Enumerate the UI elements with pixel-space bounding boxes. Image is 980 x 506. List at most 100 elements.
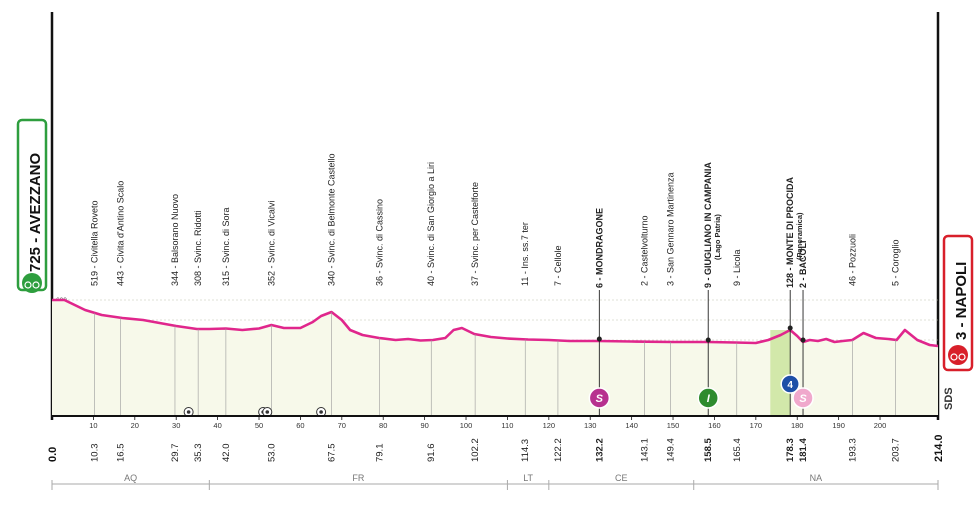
km-label: 35.3: [193, 444, 204, 463]
km-label: 193.3: [847, 438, 858, 462]
bike-icon: [948, 345, 968, 365]
profile-area: [52, 300, 938, 416]
place-label: 308 - Svinc. Ridotti: [193, 210, 203, 286]
place-sublabel: (Panoramica): [795, 212, 804, 260]
place-label: 46 - Pozzuoli: [847, 234, 857, 286]
x-tick-label: 160: [708, 421, 721, 430]
place-label: 36 - Svinc. di Cassino: [374, 199, 384, 286]
km-label: 53.0: [266, 444, 277, 463]
km-label: 165.4: [732, 438, 743, 462]
sprint-marker-letter: I: [707, 393, 711, 405]
climb-highlight: [770, 330, 791, 416]
place-label: 5 - Coroglio: [890, 239, 900, 286]
bike-icon-wheel: [958, 353, 966, 361]
place-label: 2 - Castelvolturno: [639, 215, 649, 286]
place-label: 519 - Civitella Roveto: [90, 200, 100, 286]
x-tick-label: 130: [584, 421, 597, 430]
start-km-label: 0.0: [47, 447, 59, 462]
finish-badge: 3 - NAPOLI: [942, 234, 974, 372]
place-dot: [705, 337, 711, 343]
bike-icon-wheel: [24, 281, 32, 289]
place-dot: [800, 337, 806, 343]
km-label: 91.6: [426, 444, 437, 463]
x-tick-label: 80: [379, 421, 387, 430]
km-label: 114.3: [520, 439, 531, 462]
x-tick-label: 40: [213, 421, 221, 430]
place-label: 40 - Svinc. di San Giorgio a Liri: [426, 162, 436, 286]
x-tick-label: 70: [338, 421, 346, 430]
finish-town-label: 3 - NAPOLI: [953, 262, 970, 340]
x-tick-label: 30: [172, 421, 180, 430]
start-badge: 725 - AVEZZANO: [16, 118, 48, 293]
km-label: 79.1: [374, 444, 385, 463]
km-label: 181.4: [798, 438, 809, 462]
x-tick-label: 200: [874, 421, 887, 430]
sprint-marker-letter: S: [596, 393, 604, 405]
place-label: 443 - Civita d'Antino Scalo: [115, 181, 125, 286]
x-tick-label: 150: [667, 421, 680, 430]
km-label: 16.5: [115, 444, 126, 463]
x-tick-label: 140: [625, 421, 638, 430]
place-label: 340 - Svinc. di Belmonte Castello: [326, 153, 336, 286]
x-tick-label: 180: [791, 421, 804, 430]
km-label: 10.3: [90, 444, 101, 463]
bike-icon-wheel: [32, 281, 40, 289]
x-tick-label: 110: [501, 421, 513, 430]
x-tick-label: 20: [131, 421, 139, 430]
km-label: 149.4: [666, 438, 677, 462]
finish-km-label: 214.0: [933, 434, 945, 462]
start-town-label: 725 - AVEZZANO: [27, 152, 44, 272]
km-label: 29.7: [170, 444, 181, 463]
x-tick-label: 120: [543, 421, 556, 430]
x-tick-label: 50: [255, 421, 263, 430]
km-label: 178.3: [785, 438, 796, 462]
x-tick-label: 90: [420, 421, 428, 430]
sprint-marker: [792, 387, 814, 409]
bike-icon-wheel: [950, 353, 958, 361]
place-label: 2 - BACOLI: [798, 240, 808, 288]
place-label: 37 - Svinc. per Castelforte: [470, 182, 480, 286]
x-tick-label: 60: [296, 421, 304, 430]
region-label: LT: [523, 473, 533, 483]
place-label: 344 - Balsorano Nuovo: [170, 194, 180, 286]
sds-logo: SDS: [943, 387, 955, 410]
place-sublabel: (Lago Patria): [713, 214, 722, 260]
place-label: 352 - Svinc. di Vicalvi: [266, 201, 276, 286]
x-tick-label: 190: [832, 421, 845, 430]
place-dot: [596, 336, 602, 342]
km-label: 132.2: [594, 438, 605, 462]
km-label: 122.2: [553, 438, 564, 462]
place-label: 315 - Svinc. di Sora: [221, 207, 231, 286]
sprint-marker-letter: S: [799, 393, 807, 405]
km-label: 203.7: [890, 438, 901, 462]
level-crossing-icon-dot: [186, 410, 191, 414]
region-label: AQ: [124, 473, 137, 483]
place-label: 128 - MONTE DI PROCIDA: [785, 176, 795, 288]
x-tick-label: 10: [89, 421, 97, 430]
sprint-marker: [697, 387, 719, 409]
km-label: 158.5: [703, 438, 714, 462]
bike-icon: [22, 273, 42, 293]
place-dot: [787, 325, 793, 331]
finish-badge-frame: [942, 234, 974, 372]
km-label: 42.0: [221, 444, 232, 463]
km-label: 143.1: [639, 438, 650, 462]
x-tick-label: 170: [750, 421, 763, 430]
place-label: 9 - GIUGLIANO IN CAMPANIA: [703, 162, 713, 288]
km-label: 102.2: [470, 438, 481, 462]
place-label: 9 - Licola: [732, 249, 742, 286]
kom-category: 4: [787, 380, 793, 391]
region-label: FR: [352, 473, 364, 483]
place-label: 6 - MONDRAGONE: [594, 208, 604, 288]
km-label: 67.5: [326, 444, 337, 463]
sprint-marker: [588, 387, 611, 409]
place-label: 7 - Cellole: [553, 245, 563, 286]
level-crossing-icon-dot: [319, 410, 323, 414]
region-label: NA: [810, 473, 823, 483]
level-crossing-icon-dot: [265, 410, 270, 414]
x-tick-label: 100: [460, 421, 473, 430]
region-label: CE: [615, 473, 628, 483]
place-label: 11 - Ins. ss.7 ter: [520, 222, 530, 286]
kom-marker: [780, 374, 800, 394]
